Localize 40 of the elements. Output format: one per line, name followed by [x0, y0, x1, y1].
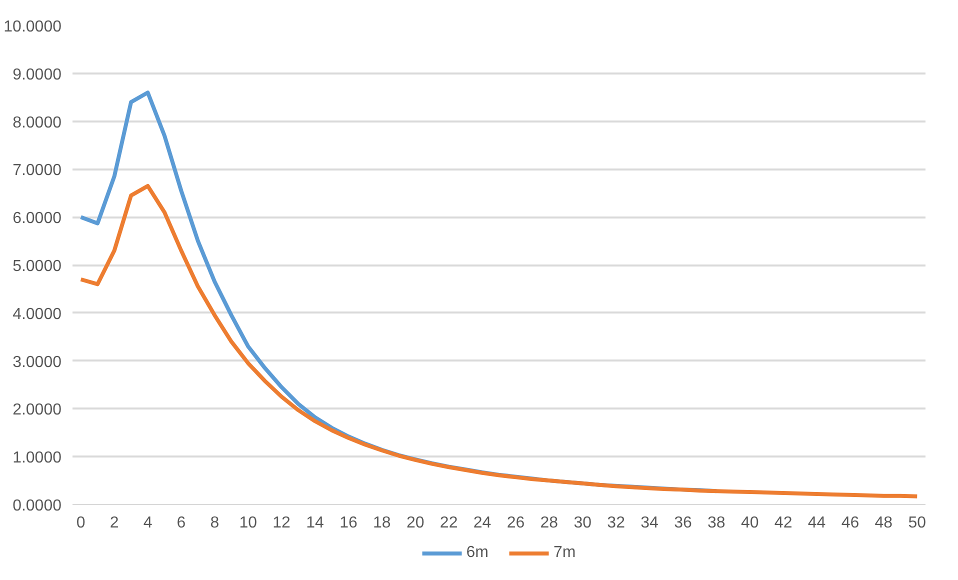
- x-tick-label: 18: [373, 514, 391, 532]
- x-tick-label: 50: [908, 514, 926, 532]
- x-tick-label: 46: [841, 514, 860, 532]
- y-tick-label: 10.0000: [4, 18, 62, 36]
- x-tick-label: 38: [708, 514, 726, 532]
- y-tick-label: 3.0000: [12, 354, 62, 371]
- x-tick-label: 4: [143, 514, 152, 532]
- x-tick-label: 34: [640, 514, 659, 532]
- x-tick-label: 28: [540, 514, 558, 532]
- x-tick-label: 0: [76, 514, 86, 532]
- y-tick-label: 9.0000: [12, 66, 62, 84]
- x-tick-label: 6: [176, 514, 186, 532]
- y-tick-label: 4.0000: [12, 306, 62, 323]
- y-tick-label: 1.0000: [12, 450, 62, 467]
- x-tick-label: 14: [306, 514, 324, 532]
- x-tick-label: 40: [740, 514, 759, 532]
- x-tick-label: 20: [406, 514, 424, 532]
- y-tick-label: 8.0000: [12, 114, 62, 132]
- y-tick-label: 2.0000: [12, 402, 62, 419]
- y-tick-label: 6.0000: [12, 210, 62, 228]
- x-tick-label: 8: [210, 514, 220, 532]
- x-tick-label: 48: [874, 514, 893, 532]
- legend-label: 7m: [554, 544, 576, 562]
- line-series: [78, 184, 920, 498]
- x-tick-label: 42: [774, 514, 792, 532]
- x-tick-label: 16: [340, 514, 358, 532]
- x-tick-label: 10: [239, 514, 258, 532]
- x-tick-label: 26: [506, 514, 525, 532]
- x-tick-label: 22: [440, 514, 458, 532]
- x-tick-label: 36: [674, 514, 692, 532]
- x-tick-label: 30: [574, 514, 592, 532]
- x-tick-label: 2: [110, 514, 119, 532]
- x-tick-label: 12: [272, 514, 291, 532]
- y-tick-label: 0.0000: [12, 498, 62, 514]
- x-tick-label: 32: [607, 514, 626, 532]
- legend-label: 6m: [466, 544, 488, 562]
- y-tick-label: 5.0000: [12, 258, 62, 275]
- x-tick-label: 24: [473, 514, 492, 532]
- y-tick-label: 7.0000: [12, 162, 62, 180]
- x-tick-label: 44: [808, 514, 826, 532]
